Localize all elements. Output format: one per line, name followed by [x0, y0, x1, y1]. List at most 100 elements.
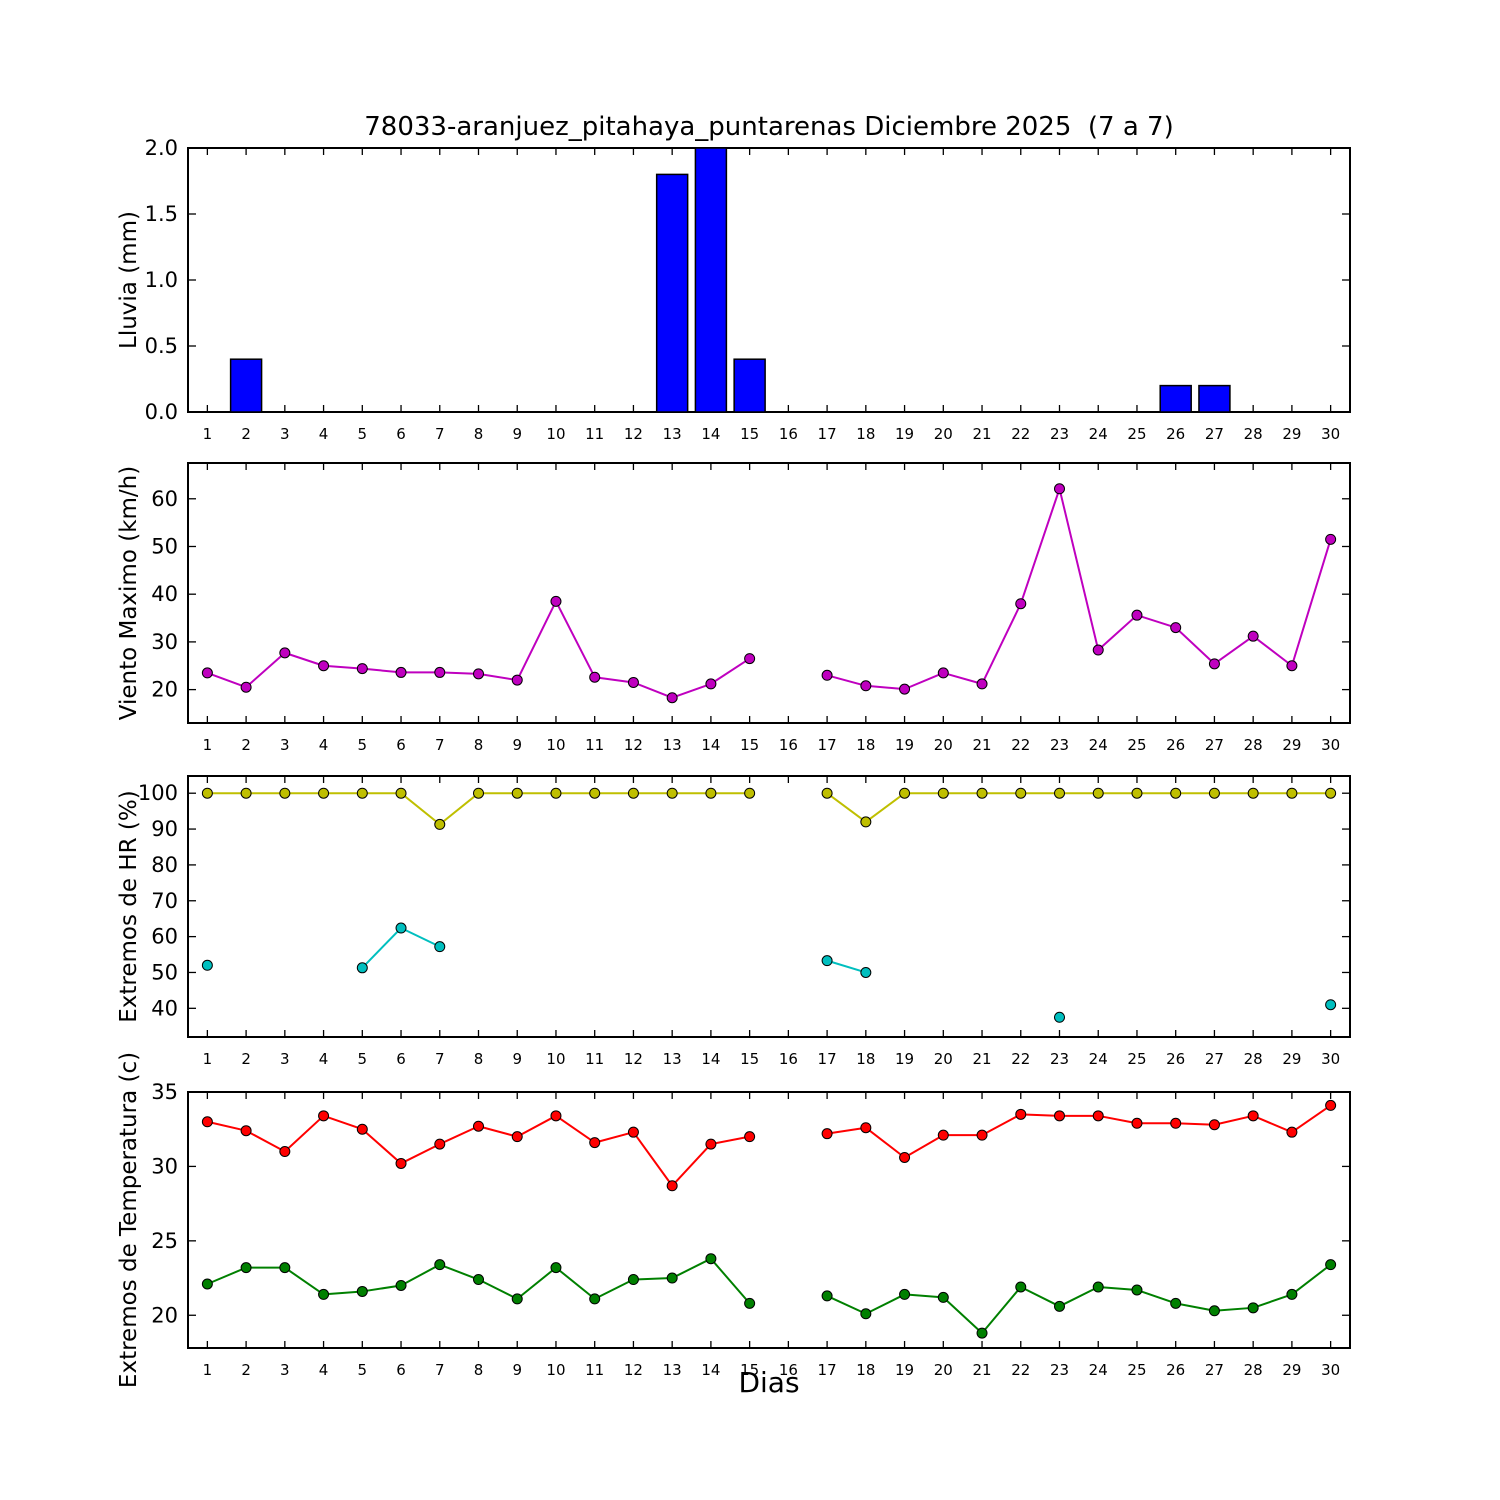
marker-viento-maximo-day-12	[627, 676, 639, 688]
series-line-hr-minima	[826, 959, 867, 974]
marker-temperatura-maxima-day-3	[279, 1146, 291, 1158]
x-tick-label: 21	[972, 1050, 991, 1068]
marker-temperatura-minima-day-18	[860, 1308, 872, 1320]
marker-temperatura-minima-day-25	[1131, 1284, 1143, 1296]
series-viento-maximo	[201, 483, 1337, 704]
x-tick-label: 30	[1321, 425, 1340, 443]
x-tick-label: 27	[1205, 736, 1224, 754]
x-tick-label: 22	[1011, 1050, 1030, 1068]
marker-temperatura-maxima-day-5	[356, 1123, 368, 1135]
marker-hr-maxima-day-5	[356, 787, 368, 799]
y-tick-label: 20	[151, 678, 178, 702]
x-tick-label: 8	[474, 1050, 484, 1068]
subplot-4: 1 2 3 4 5 6 7 8 9 10 11 12 13 14 15 16 17 18 19 20 21 22 23 24 2…	[116, 1052, 1351, 1388]
series-hr-maxima	[201, 787, 1337, 830]
marker-temperatura-minima-day-27	[1208, 1305, 1220, 1317]
marker-viento-maximo-day-30	[1325, 533, 1337, 545]
y-axis-title: Lluvia (mm)	[116, 211, 142, 349]
x-tick-label: 13	[663, 1361, 682, 1379]
x-tick-label: 28	[1244, 736, 1263, 754]
marker-temperatura-maxima-day-23	[1054, 1110, 1065, 1122]
marker-temperatura-minima-day-6	[395, 1279, 407, 1291]
x-tick-label: 5	[358, 425, 368, 443]
rain-bar-day-13	[655, 173, 689, 413]
marker-temperatura-maxima-day-11	[589, 1137, 601, 1149]
x-tick-label: 3	[280, 1361, 290, 1379]
marker-temperatura-minima-day-24	[1092, 1281, 1104, 1293]
x-tick-label: 19	[895, 1361, 914, 1379]
marker-temperatura-maxima-day-9	[511, 1131, 523, 1143]
x-tick-label: 4	[319, 425, 329, 443]
y-tick-label: 50	[151, 960, 178, 984]
marker-temperatura-minima-day-17	[821, 1290, 833, 1302]
subplot-4-frame	[187, 1091, 1351, 1349]
marker-hr-maxima-day-20	[937, 787, 949, 799]
marker-temperatura-maxima-day-12	[627, 1126, 639, 1138]
marker-viento-maximo-day-15	[744, 653, 756, 665]
y-tick-label: 1.5	[145, 202, 178, 226]
x-tick-label: 13	[663, 425, 682, 443]
marker-temperatura-minima-day-2	[240, 1262, 252, 1274]
marker-hr-maxima-day-6	[395, 787, 407, 799]
x-tick-label: 9	[512, 1361, 522, 1379]
x-tick-label: 23	[1050, 1361, 1069, 1379]
marker-viento-maximo-day-6	[395, 666, 407, 678]
x-tick-label: 17	[818, 425, 837, 443]
x-tick-label: 24	[1089, 425, 1108, 443]
x-tick-label: 5	[358, 736, 368, 754]
y-axis-title: Extremos de HR (%)	[116, 790, 142, 1022]
x-tick-label: 11	[585, 425, 604, 443]
y-tick-label: 1.0	[145, 268, 178, 292]
marker-temperatura-maxima-day-28	[1247, 1110, 1259, 1122]
y-tick-label: 40	[151, 582, 178, 606]
x-tick-label: 6	[396, 1361, 406, 1379]
x-tick-label: 1	[203, 736, 213, 754]
x-tick-label: 9	[512, 425, 522, 443]
x-tick-label: 10	[546, 1050, 565, 1068]
x-tick-label: 3	[280, 1050, 290, 1068]
marker-temperatura-minima-day-29	[1286, 1288, 1298, 1300]
marker-hr-maxima-day-15	[744, 787, 756, 799]
x-tick-label: 26	[1166, 425, 1185, 443]
x-tick-label: 3	[280, 736, 290, 754]
marker-hr-maxima-day-4	[318, 787, 330, 799]
marker-viento-maximo-day-23	[1054, 483, 1065, 495]
marker-temperatura-maxima-day-22	[1015, 1108, 1027, 1120]
marker-hr-maxima-day-22	[1015, 787, 1027, 799]
x-tick-label: 21	[972, 1361, 991, 1379]
subplot-1: 1 2 3 4 5 6 7 8 9 10 11 12 13 14 15 16 17 18 19 20 21 22 23 24 2…	[116, 136, 1351, 443]
marker-hr-maxima-day-17	[821, 787, 833, 799]
marker-hr-minima-day-17	[821, 955, 833, 967]
marker-temperatura-maxima-day-2	[240, 1125, 252, 1137]
marker-hr-maxima-day-28	[1247, 787, 1259, 799]
marker-temperatura-maxima-day-25	[1131, 1117, 1143, 1129]
x-tick-label: 15	[740, 1361, 759, 1379]
marker-viento-maximo-day-24	[1092, 644, 1104, 656]
marker-hr-maxima-day-24	[1092, 787, 1104, 799]
y-tick-label: 35	[151, 1080, 178, 1104]
marker-hr-maxima-day-18	[860, 816, 872, 828]
x-tick-label: 16	[779, 1050, 798, 1068]
marker-hr-minima-day-18	[860, 966, 872, 978]
x-tick-label: 24	[1089, 736, 1108, 754]
x-tick-label: 22	[1011, 736, 1030, 754]
y-axis-title: Extremos de Temperatura (c)	[116, 1052, 142, 1388]
marker-temperatura-maxima-day-29	[1286, 1126, 1298, 1138]
x-tick-label: 25	[1127, 425, 1146, 443]
x-tick-label: 16	[779, 425, 798, 443]
marker-viento-maximo-day-25	[1131, 609, 1143, 621]
marker-temperatura-minima-day-11	[589, 1293, 601, 1305]
x-tick-label: 16	[779, 736, 798, 754]
series-hr-minima	[201, 922, 1337, 1023]
x-tick-label: 26	[1166, 1361, 1185, 1379]
x-tick-label: 17	[818, 1050, 837, 1068]
x-tick-label: 28	[1244, 1361, 1263, 1379]
marker-temperatura-maxima-day-21	[976, 1129, 988, 1141]
marker-hr-maxima-day-9	[511, 787, 523, 799]
x-tick-label: 19	[895, 425, 914, 443]
x-tick-label: 24	[1089, 1361, 1108, 1379]
x-tick-label: 29	[1282, 1050, 1301, 1068]
x-tick-label: 23	[1050, 1050, 1069, 1068]
